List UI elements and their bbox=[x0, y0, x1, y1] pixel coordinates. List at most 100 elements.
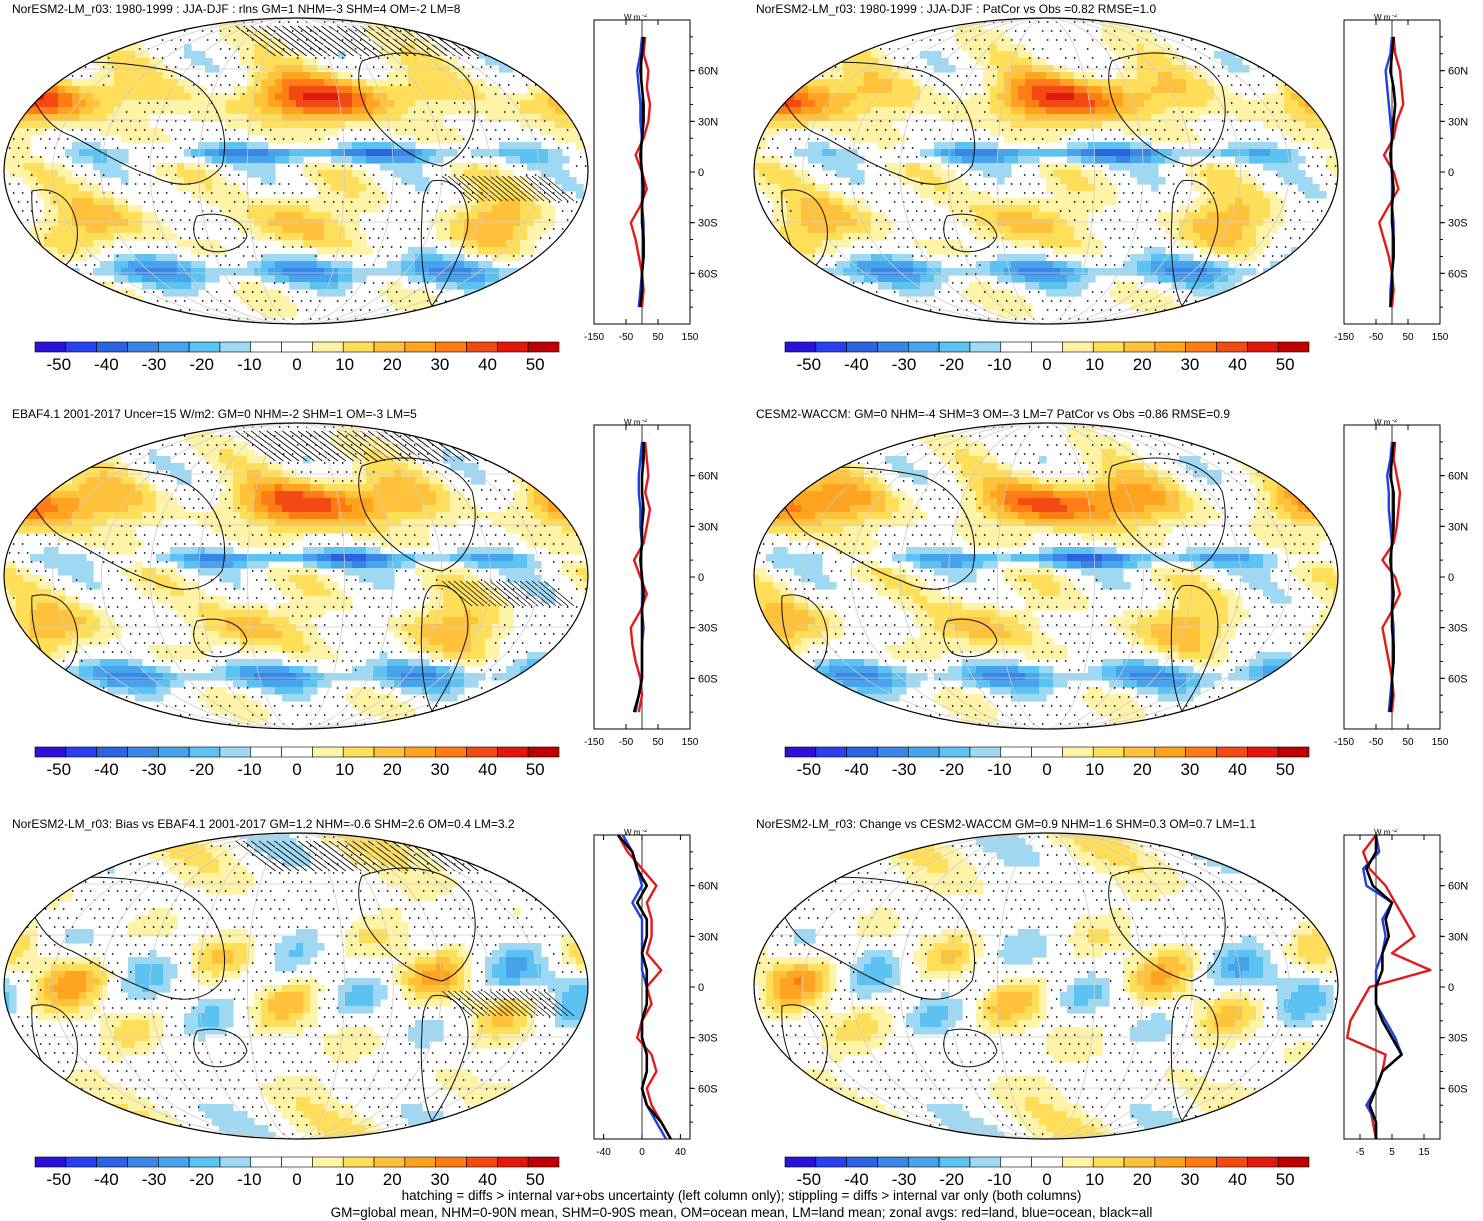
lat-label: 30S bbox=[698, 218, 718, 230]
colorbar-bin bbox=[846, 341, 878, 353]
colorbar-bin bbox=[1216, 746, 1248, 758]
colorbar-bin bbox=[65, 1156, 97, 1168]
colorbar-bin bbox=[969, 1156, 1002, 1168]
colorbar-bin bbox=[907, 746, 940, 758]
colorbar-label: -10 bbox=[987, 355, 1012, 374]
coastline bbox=[1108, 52, 1226, 167]
zonal-x-labels: -5 5 15 bbox=[1340, 1147, 1483, 1161]
lat-label: 60S bbox=[698, 1083, 718, 1095]
zonal-x-labels: -150 -50 50 150 bbox=[1334, 737, 1483, 751]
colorbar-bin bbox=[784, 746, 817, 758]
colorbar-bin bbox=[219, 746, 252, 758]
lat-label: 30S bbox=[1448, 218, 1468, 230]
colorbar-bin bbox=[281, 1156, 313, 1168]
coastline bbox=[31, 594, 78, 673]
zonal-x-labels: -40 0 40 bbox=[590, 1147, 740, 1161]
colorbar-bin bbox=[1216, 1156, 1248, 1168]
colorbar-bin bbox=[65, 341, 97, 353]
colorbar-bin bbox=[846, 746, 878, 758]
colorbar-bin bbox=[281, 746, 313, 758]
coastline bbox=[1108, 867, 1226, 982]
colorbar-label: -20 bbox=[939, 1170, 964, 1189]
coastline bbox=[21, 61, 226, 185]
unit-exponent: -2 bbox=[1392, 419, 1398, 424]
colorbar-label: 10 bbox=[1085, 1170, 1105, 1189]
coastline bbox=[21, 876, 226, 1000]
lat-label: 30S bbox=[1448, 1033, 1468, 1045]
colorbar-bin bbox=[527, 1156, 560, 1168]
graticule bbox=[754, 833, 1338, 1139]
colorbar-bin bbox=[1062, 341, 1094, 353]
lat-label: 60N bbox=[698, 881, 718, 893]
colorbar-bin bbox=[1154, 746, 1187, 758]
map-border bbox=[3, 832, 589, 1140]
lat-label: 30N bbox=[698, 931, 718, 943]
colorbar-bin bbox=[312, 1156, 344, 1168]
colorbar-label: 0 bbox=[292, 760, 302, 779]
colorbar-bin bbox=[404, 341, 437, 353]
graticule bbox=[754, 18, 1338, 324]
colorbar-bin bbox=[1092, 341, 1125, 353]
coastline bbox=[943, 213, 998, 253]
lat-label: 30N bbox=[1448, 116, 1468, 128]
colorbar-bin bbox=[127, 746, 159, 758]
colorbar-bin bbox=[435, 341, 467, 353]
lat-label: 30S bbox=[698, 1033, 718, 1045]
coastline bbox=[771, 876, 976, 1000]
colorbar-label: -50 bbox=[46, 760, 72, 779]
unit-exponent: -2 bbox=[1392, 14, 1398, 19]
map-border bbox=[753, 832, 1339, 1140]
colorbar-label: 40 bbox=[1228, 760, 1247, 779]
coastline bbox=[943, 1028, 998, 1068]
zonal-x-label: -150 bbox=[1333, 332, 1354, 343]
zonal-x-label: 50 bbox=[652, 737, 664, 748]
colorbar-bin bbox=[1092, 746, 1125, 758]
colorbar-label: -20 bbox=[939, 760, 964, 779]
coastline bbox=[358, 457, 476, 572]
colorbar-label: -10 bbox=[987, 760, 1012, 779]
colorbar-bin bbox=[1000, 341, 1032, 353]
zonal-x-label: 50 bbox=[1402, 332, 1414, 343]
zonal-profile: 60N 30N 0 30S 60S W m -2 bbox=[1343, 419, 1468, 730]
colorbar-label: 0 bbox=[1042, 1170, 1052, 1189]
colorbar-label: 10 bbox=[1085, 760, 1105, 779]
colorbar-bin bbox=[1031, 746, 1063, 758]
colorbar-label: -50 bbox=[46, 355, 72, 374]
lat-label: 30N bbox=[1448, 931, 1468, 943]
zonal-x-label: 150 bbox=[1431, 737, 1449, 748]
lat-label: 60S bbox=[1448, 1083, 1468, 1095]
zonal-x-label: -5 bbox=[1355, 1147, 1365, 1158]
colorbar-bin bbox=[938, 1156, 971, 1168]
panel-3: EBAF4.1 2001-2017 Uncer=15 W/m2: GM=0 NH… bbox=[0, 405, 740, 800]
colorbar-label: 10 bbox=[335, 355, 355, 374]
colorbar-label: 0 bbox=[1042, 760, 1052, 779]
colorbar-bin bbox=[96, 1156, 128, 1168]
panel-6: NorESM2-LM_r03: Change vs CESM2-WACCM GM… bbox=[750, 815, 1483, 1210]
panel-2: NorESM2-LM_r03: 1980-1999 : JJA-DJF : Pa… bbox=[750, 0, 1483, 395]
colorbar-bin bbox=[815, 1156, 847, 1168]
colorbar-bin bbox=[435, 746, 467, 758]
lat-label: 60N bbox=[1448, 66, 1468, 78]
colorbar-bin bbox=[404, 1156, 437, 1168]
lat-label: 30N bbox=[1448, 521, 1468, 533]
colorbar-bin bbox=[188, 1156, 221, 1168]
colorbar-label: 50 bbox=[525, 355, 545, 374]
colorbar-label: 50 bbox=[1275, 760, 1295, 779]
colorbar-label: 50 bbox=[525, 760, 545, 779]
colorbar-bin bbox=[281, 341, 313, 353]
coastline bbox=[771, 466, 976, 590]
colorbar-label: 40 bbox=[478, 355, 497, 374]
panel-4: CESM2-WACCM: GM=0 NHM=-4 SHM=3 OM=-3 LM=… bbox=[750, 405, 1483, 800]
colorbar bbox=[34, 746, 560, 758]
colorbar-label: 0 bbox=[1042, 355, 1052, 374]
colorbar bbox=[784, 746, 1310, 758]
colorbar-label: 40 bbox=[1228, 355, 1247, 374]
colorbar-bin bbox=[1277, 341, 1310, 353]
unit-label: W m bbox=[1374, 829, 1391, 837]
map-border bbox=[753, 422, 1339, 730]
colorbar-bin bbox=[96, 341, 128, 353]
zonal-profile: 60N 30N 0 30S 60S W m -2 bbox=[593, 14, 718, 325]
colorbar-bin bbox=[1185, 1156, 1217, 1168]
colorbar-label: -30 bbox=[141, 355, 167, 374]
colorbar-bin bbox=[1062, 746, 1094, 758]
